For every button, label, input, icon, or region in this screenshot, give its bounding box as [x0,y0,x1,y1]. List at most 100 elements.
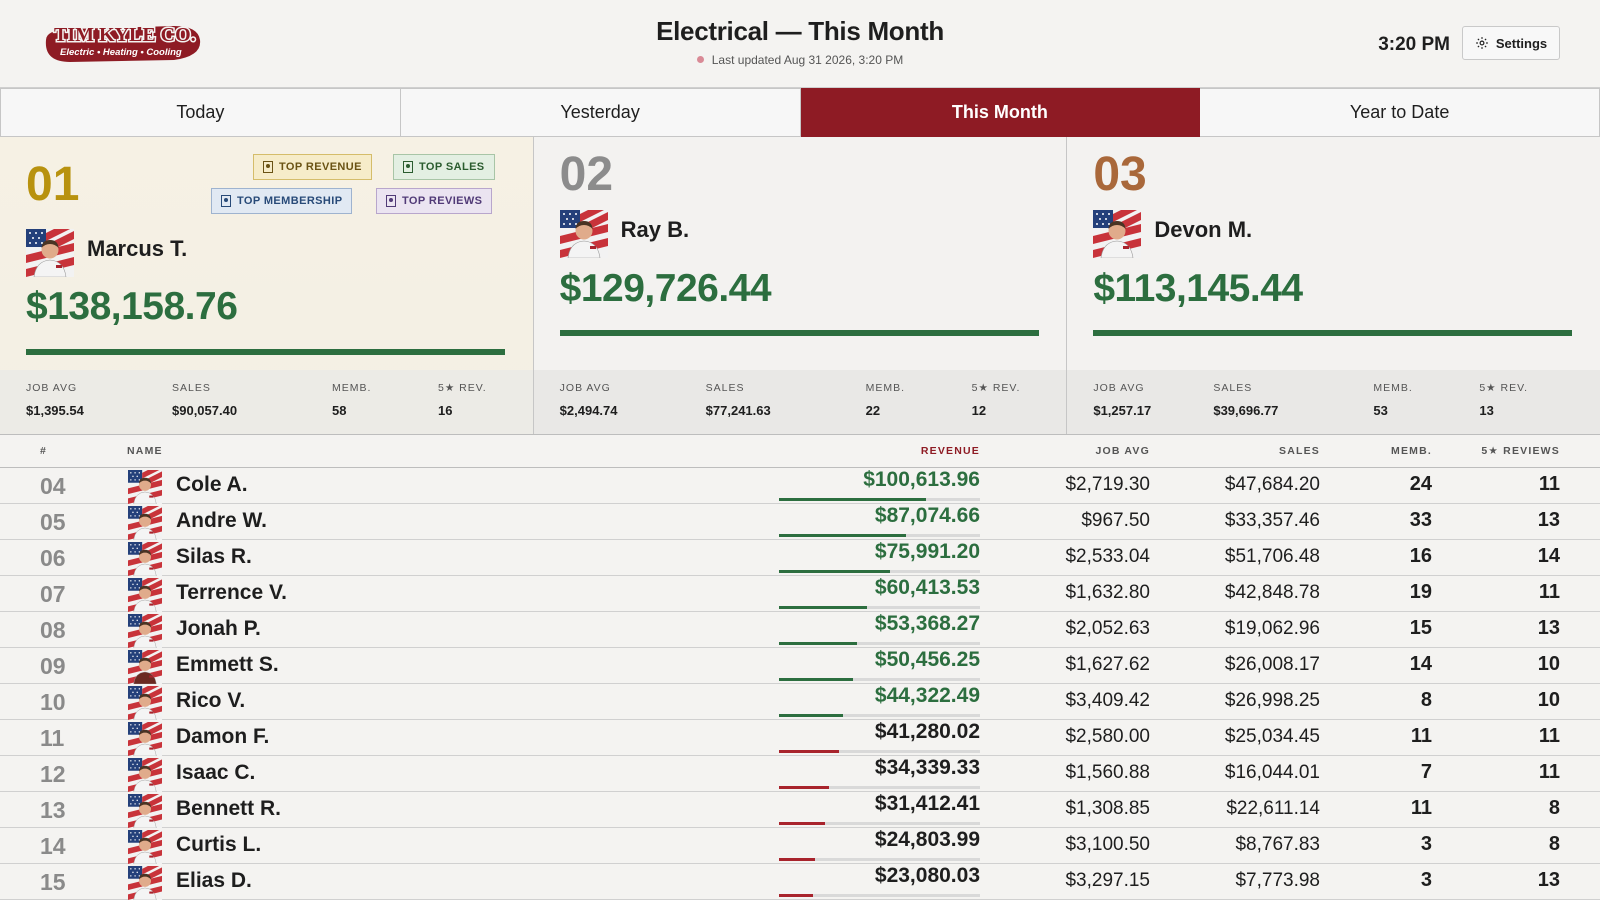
technician-photo [128,578,162,612]
row-sales: $26,998.25 [1224,690,1320,711]
revenue-value: $113,145.44 [1093,267,1303,310]
revenue-bar-track [779,750,980,753]
technician-photo [128,686,162,720]
row-job-avg: $1,627.62 [1065,654,1150,675]
table-row[interactable]: 15 Elias D. $23,080.03 $3,297.15 $7,773.98 3 1… [0,864,1600,900]
revenue-bar-track [779,894,980,897]
table-row[interactable]: 06 Silas R. $75,991.20 $2,533.04 $51,706.48 1… [0,540,1600,576]
stat-value: $39,696.77 [1213,403,1279,418]
row-name: Bennett R. [176,797,281,820]
technician-photo [128,830,162,864]
row-revenue: $31,412.41 [874,792,980,815]
avatar [127,542,163,576]
svg-text:Electric • Heating • Cooling: Electric • Heating • Cooling [60,47,182,58]
row-job-avg: $1,560.88 [1065,762,1150,783]
row-reviews: 10 [1537,689,1560,711]
row-job-avg: $3,409.42 [1065,690,1150,711]
rank-number: 01 [26,158,80,211]
badge-top-revenue: TOP REVENUE [253,154,372,180]
settings-button[interactable]: Settings [1462,26,1560,60]
technician-photo [128,542,162,576]
revenue-bar-track [779,858,980,861]
row-memb: 11 [1410,725,1432,747]
table-row[interactable]: 08 Jonah P. $53,368.27 $2,052.63 $19,062.96 1… [0,612,1600,648]
row-job-avg: $2,719.30 [1065,474,1150,495]
revenue-bar [559,330,1039,336]
badge-label: TOP MEMBERSHIP [237,195,343,207]
company-logo: TIM KYLE CO. Electric • Heating • Coolin… [45,23,201,62]
podium-card-first: 01 TOP REVENUE TOP SALES TOP MEMBERSHIP … [0,137,534,434]
stats-panel: JOB AVG $2,494.74 SALES $77,241.63 MEMB. 22… [533,370,1067,434]
row-name: Rico V. [176,689,246,712]
avatar [127,506,163,540]
row-revenue: $53,368.27 [874,612,980,635]
technician-name: Devon M. [1154,217,1253,242]
revenue-bar-track [779,534,980,537]
table-row[interactable]: 07 Terrence V. $60,413.53 $1,632.80 $42,848.… [0,576,1600,612]
revenue-bar-fill [779,534,906,537]
row-reviews: 13 [1537,869,1560,891]
table-row[interactable]: 11 Damon F. $41,280.02 $2,580.00 $25,034.45 1… [0,720,1600,756]
table-row[interactable]: 13 Bennett R. $31,412.41 $1,308.85 $22,611.1… [0,792,1600,828]
table-row[interactable]: 14 Curtis L. $24,803.99 $3,100.50 $8,767.83 3… [0,828,1600,864]
row-rank: 12 [40,761,66,787]
revenue-bar-fill [779,822,825,825]
technician-photo [128,614,162,648]
table-row[interactable]: 05 Andre W. $87,074.66 $967.50 $33,357.46 33 1… [0,504,1600,540]
row-memb: 15 [1409,617,1432,639]
stat-reviews: 5★ REV. 12 [972,382,1021,418]
revenue-bar-track [779,642,980,645]
row-name: Silas R. [176,545,252,568]
stat-label: 5★ REV. [1479,382,1529,394]
row-name: Jonah P. [176,617,261,640]
avatar [559,210,608,258]
row-memb: 33 [1409,509,1432,531]
table-row[interactable]: 12 Isaac C. $34,339.33 $1,560.88 $16,044.01 7… [0,756,1600,792]
award-icon [221,195,231,207]
row-sales: $33,357.46 [1224,510,1320,531]
col-reviews[interactable]: 5★ REVIEWS [1481,445,1560,457]
tab-year-to-date[interactable]: Year to Date [1200,88,1600,137]
col-memb[interactable]: MEMB. [1391,445,1432,457]
row-sales: $7,773.98 [1235,870,1320,891]
stat-value: 16 [438,403,453,418]
tab-today[interactable]: Today [0,88,401,137]
stat-reviews: 5★ REV. 13 [1479,382,1528,418]
table-row[interactable]: 04 Cole A. $100,613.96 $2,719.30 $47,684.20 2… [0,468,1600,504]
col-name: NAME [127,445,163,457]
row-name: Emmett S. [176,653,279,676]
row-name: Cole A. [176,473,248,496]
podium: 01 TOP REVENUE TOP SALES TOP MEMBERSHIP … [0,137,1600,435]
leaderboard-rows: 04 Cole A. $100,613.96 $2,719.30 $47,684.20 2… [0,468,1600,900]
stat-label: JOB AVG [1093,382,1145,394]
stat-value: 12 [971,403,987,418]
table-row[interactable]: 09 Emmett S. $50,456.25 $1,627.62 $26,008.17… [0,648,1600,684]
col-job-avg[interactable]: JOB AVG [1095,445,1150,457]
stat-sales: SALES $90,057.40 [172,382,237,418]
col-sales[interactable]: SALES [1278,445,1320,457]
tab-yesterday[interactable]: Yesterday [400,88,801,137]
row-reviews: 14 [1537,545,1560,567]
row-rank: 14 [40,833,66,859]
avatar [127,866,163,900]
podium-card-third: 03 Devon M. $113,145.44 JOB AVG $1,257.17… [1067,137,1600,434]
stat-label: SALES [172,382,211,394]
revenue-bar-fill [779,786,829,789]
revenue-bar-fill [779,498,926,501]
row-memb: 19 [1409,581,1432,603]
table-row[interactable]: 10 Rico V. $44,322.49 $3,409.42 $26,998.25 8 1… [0,684,1600,720]
tab-this-month[interactable]: This Month [800,88,1201,137]
row-job-avg: $2,533.04 [1065,546,1150,567]
col-revenue[interactable]: REVENUE [920,445,980,457]
row-sales: $42,848.78 [1224,582,1320,603]
row-revenue: $60,413.53 [874,576,980,599]
revenue-value: $129,726.44 [559,267,772,310]
avatar [127,614,163,648]
stat-job-avg: JOB AVG $1,257.17 [1093,382,1151,418]
revenue-bar-track [779,498,980,501]
revenue-bar-track [779,822,980,825]
row-memb: 11 [1410,797,1432,819]
row-reviews: 13 [1537,617,1560,639]
award-icon [403,161,413,173]
row-rank: 13 [40,797,66,823]
